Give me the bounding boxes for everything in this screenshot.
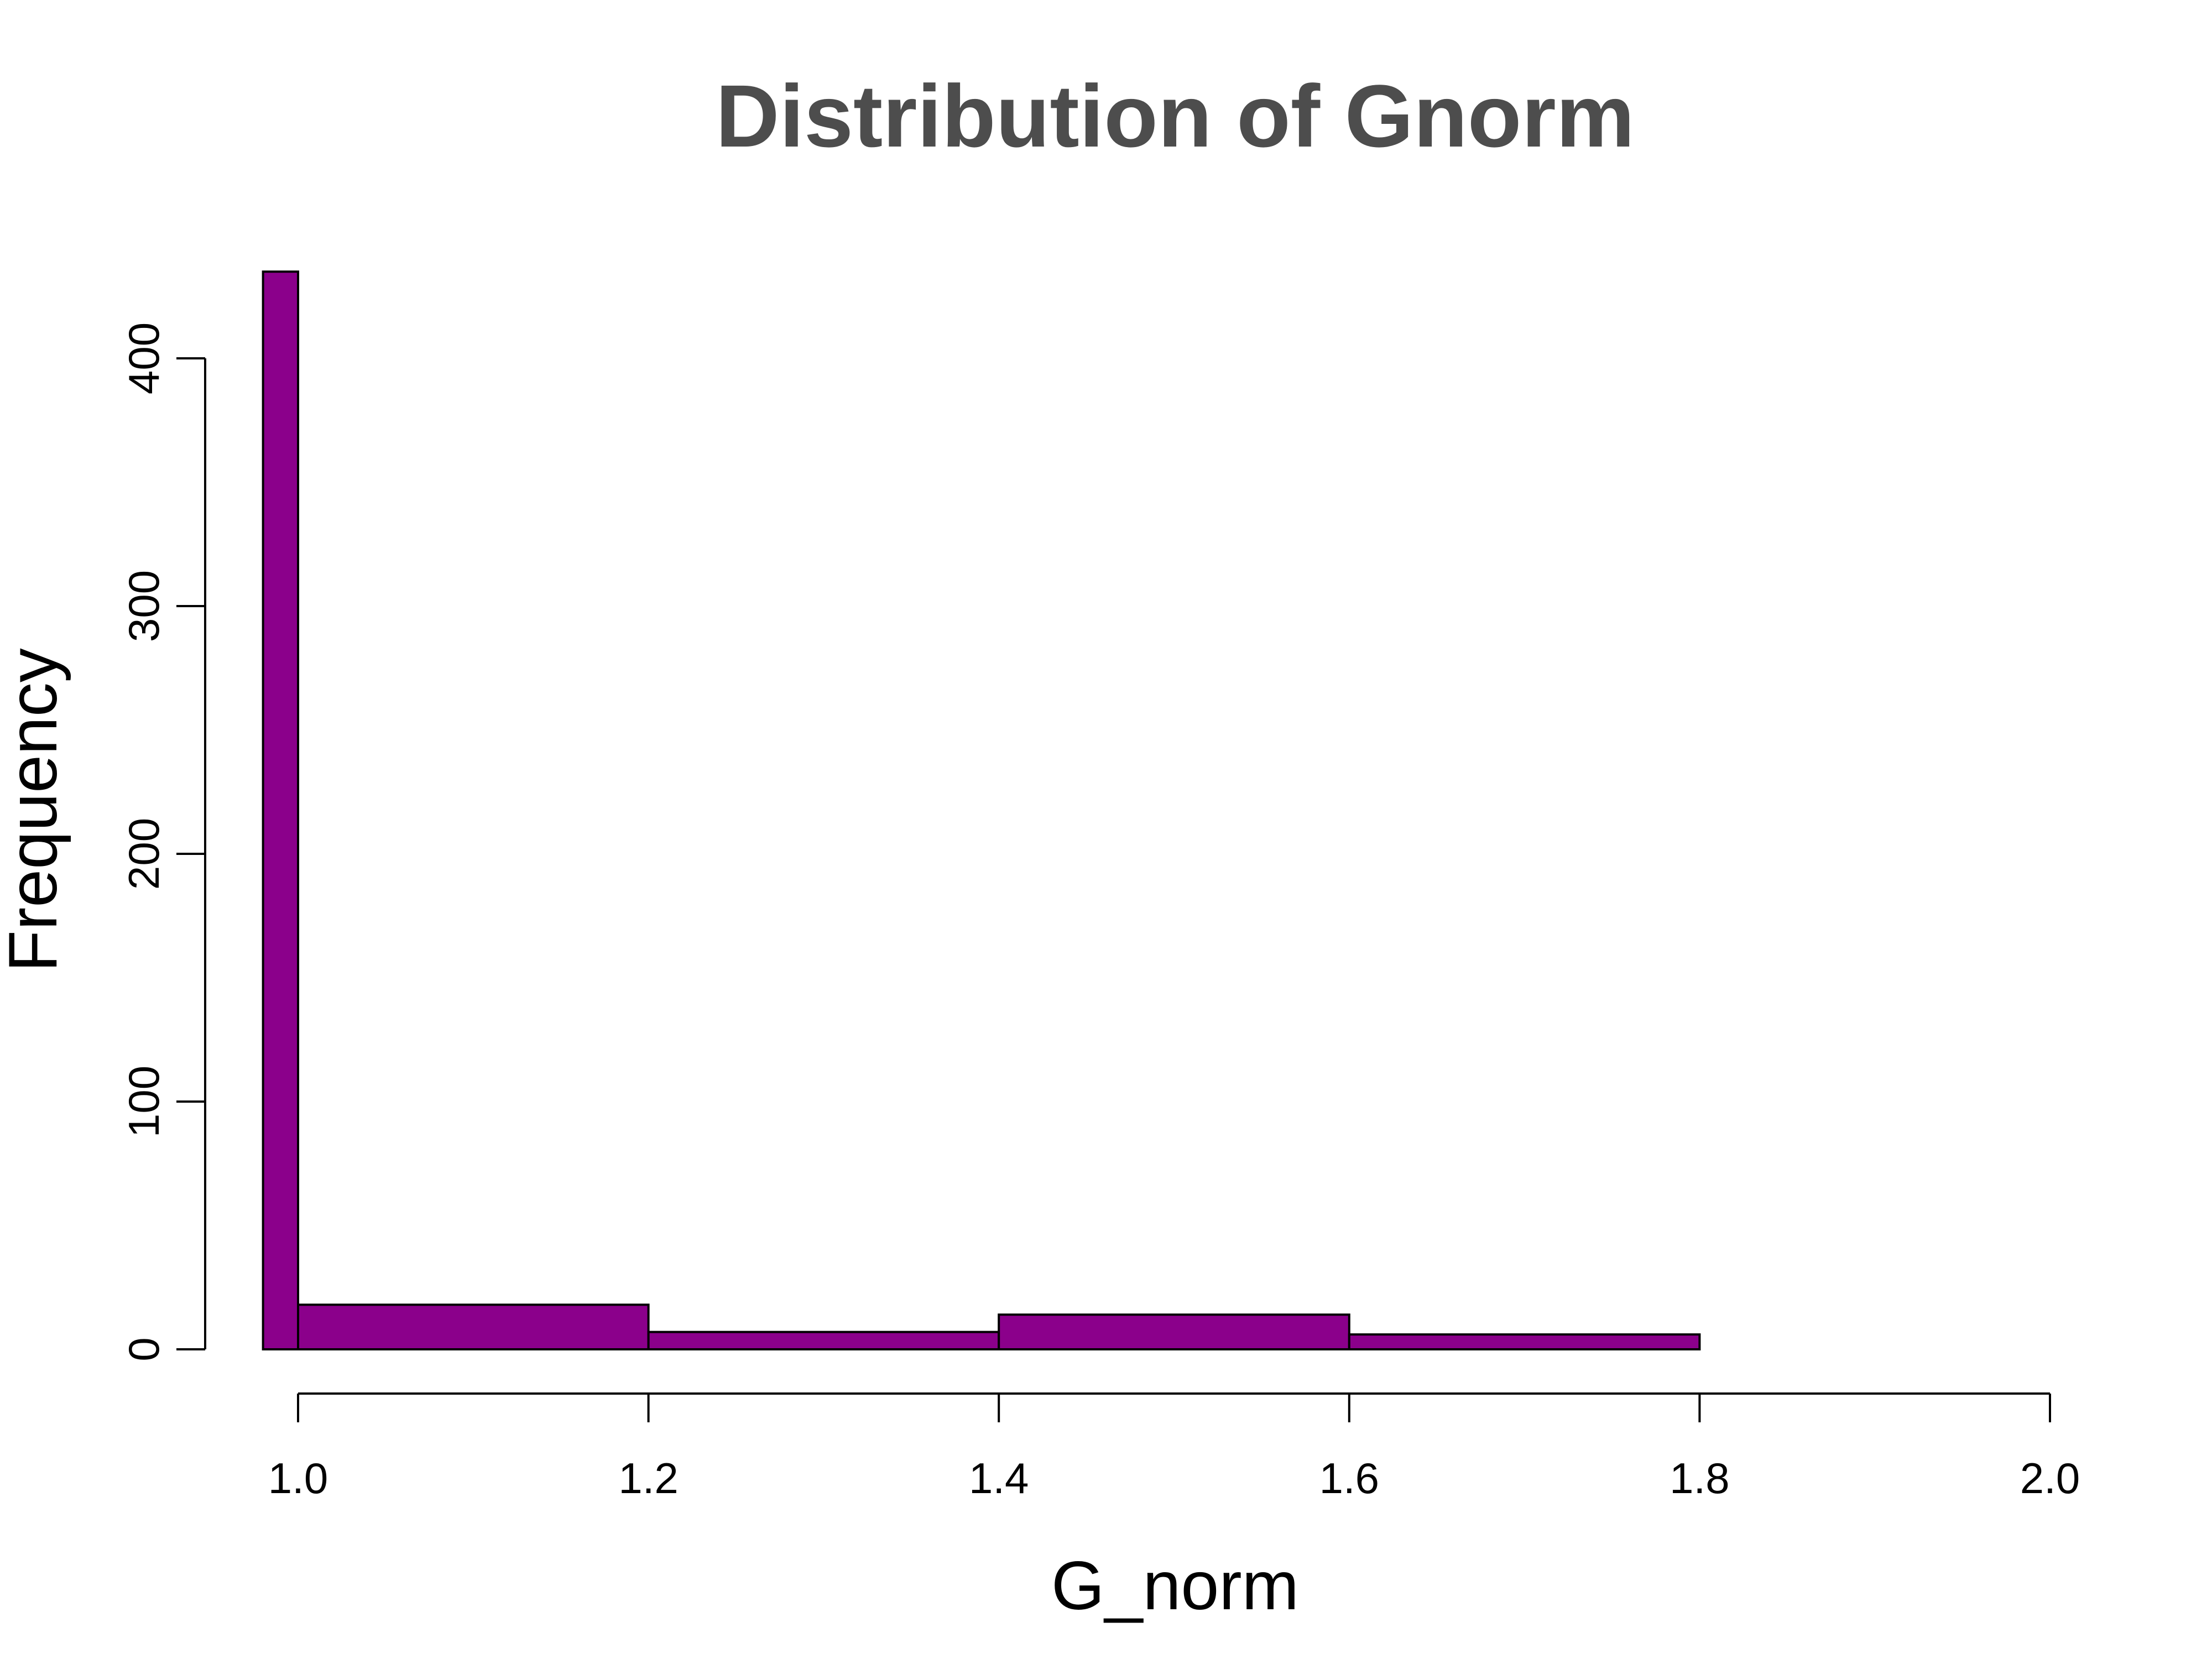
y-tick-label: 0 — [119, 1337, 168, 1361]
histogram-bar-3 — [647, 1331, 1000, 1350]
x-tick-label: 1.2 — [618, 1454, 678, 1503]
y-tick-label: 200 — [119, 818, 168, 890]
x-axis: 1.0 1.2 1.4 1.6 1.8 2.0 — [268, 1392, 2080, 1503]
histogram-bar-1 — [262, 270, 300, 1351]
y-axis: 0 100 200 300 400 — [119, 322, 206, 1361]
y-tick-label: 300 — [119, 570, 168, 642]
x-axis-label: G_norm — [1051, 1548, 1299, 1624]
histogram-bar-2 — [297, 1303, 650, 1351]
y-axis-label: Frequency — [0, 648, 71, 972]
y-tick-label: 400 — [119, 322, 168, 394]
x-tick-label: 1.0 — [268, 1454, 328, 1503]
x-tick-label: 1.4 — [969, 1454, 1029, 1503]
x-tick-label: 1.8 — [1670, 1454, 1729, 1503]
x-tick-label: 2.0 — [2020, 1454, 2080, 1503]
x-tick-label: 1.6 — [1319, 1454, 1379, 1503]
chart-title: Distribution of Gnorm — [716, 66, 1635, 165]
y-tick-label: 100 — [119, 1066, 168, 1138]
bars-group — [262, 270, 1701, 1351]
histogram-bar-4 — [998, 1313, 1350, 1351]
histogram-bar-5 — [1348, 1333, 1701, 1351]
